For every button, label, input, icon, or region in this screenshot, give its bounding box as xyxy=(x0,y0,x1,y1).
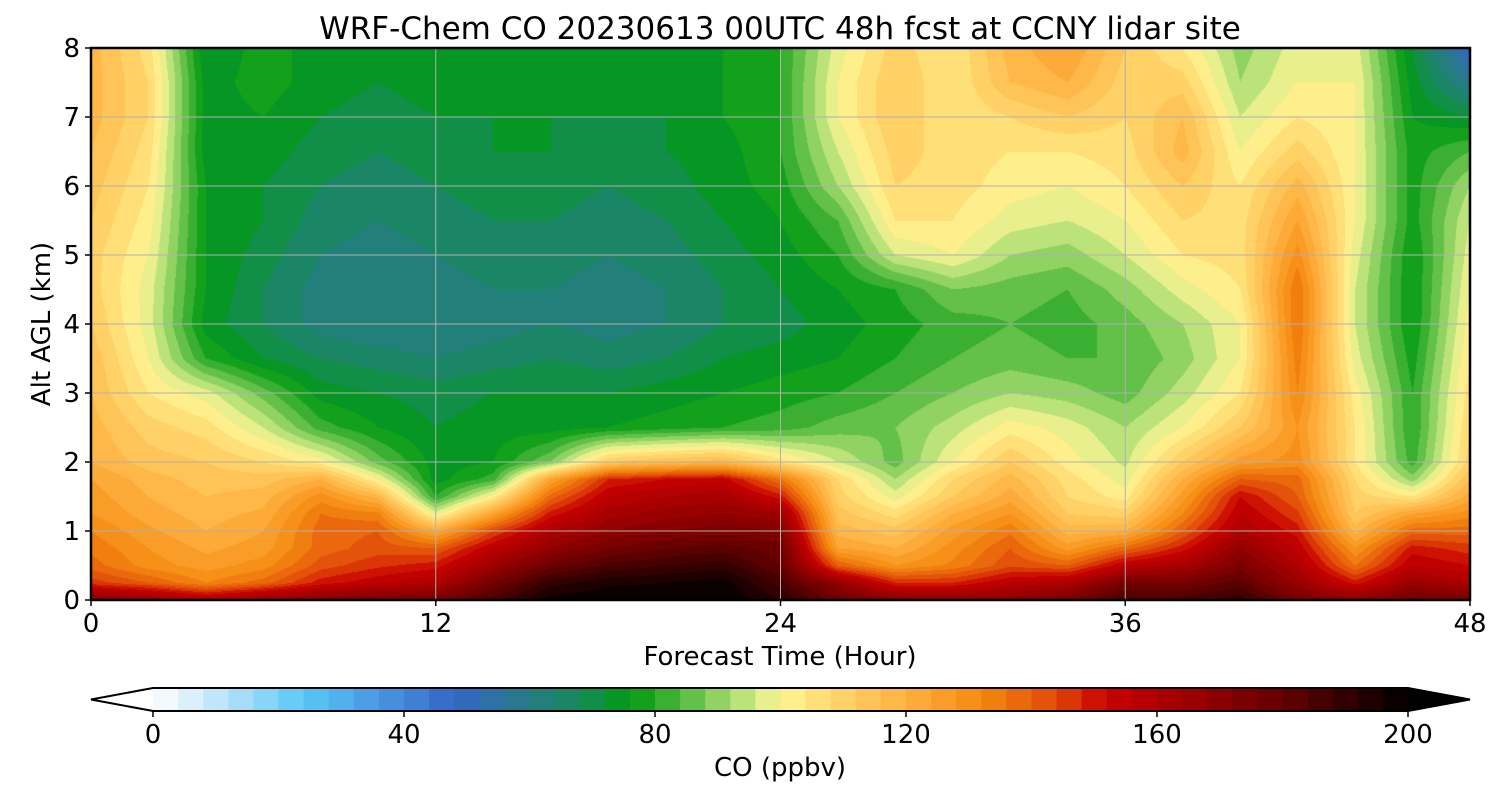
y-axis: 0 1 2 3 4 5 6 7 8 xyxy=(63,34,91,616)
colorbar-level xyxy=(1232,688,1258,711)
colorbar-level xyxy=(1031,688,1058,711)
colorbar-tick-label: 160 xyxy=(1132,720,1182,750)
colorbar-level xyxy=(1157,688,1183,711)
colorbar-level xyxy=(1307,688,1334,711)
y-tick-label: 5 xyxy=(63,241,80,271)
colorbar-level xyxy=(504,688,531,711)
colorbar-level xyxy=(655,688,681,711)
colorbar-level xyxy=(1282,688,1309,711)
colorbar-level xyxy=(981,688,1007,711)
colorbar-level xyxy=(755,688,782,711)
colorbar xyxy=(90,687,1471,712)
colorbar-level xyxy=(1382,688,1409,711)
y-tick-label: 2 xyxy=(63,448,80,478)
colorbar-level xyxy=(454,688,480,711)
colorbar-level xyxy=(178,688,204,711)
y-tick-label: 3 xyxy=(63,379,80,409)
colorbar-level xyxy=(680,688,706,711)
colorbar-level xyxy=(956,688,982,711)
colorbar-level xyxy=(153,688,179,711)
x-tick-label: 36 xyxy=(1109,609,1142,639)
colorbar-level xyxy=(253,688,280,711)
colorbar-level xyxy=(303,688,330,711)
colorbar-level xyxy=(1332,688,1359,711)
colorbar-level xyxy=(1257,688,1284,711)
colorbar-level xyxy=(554,688,581,711)
colorbar-tick-label: 80 xyxy=(638,720,671,750)
x-axis: 0 12 24 36 48 xyxy=(83,600,1487,639)
colorbar-level xyxy=(880,688,907,711)
colorbar-level xyxy=(906,688,932,711)
colorbar-level xyxy=(429,688,455,711)
colorbar-level xyxy=(378,688,405,711)
colorbar-level xyxy=(1006,688,1033,711)
y-tick-label: 4 xyxy=(63,310,80,340)
colorbar-tick-label: 40 xyxy=(387,720,420,750)
colorbar-level xyxy=(705,688,731,711)
colorbar-level xyxy=(203,688,229,711)
colorbar-level xyxy=(479,688,505,711)
colorbar-level xyxy=(278,688,305,711)
colorbar-level xyxy=(1056,688,1083,711)
colorbar-level xyxy=(579,688,606,711)
y-tick-label: 1 xyxy=(63,517,80,547)
colorbar-level xyxy=(830,688,857,711)
colorbar-level xyxy=(1357,688,1384,711)
x-tick-label: 24 xyxy=(764,609,797,639)
colorbar-tick-label: 0 xyxy=(145,720,162,750)
colorbar-level xyxy=(1106,688,1133,711)
x-tick-label: 48 xyxy=(1453,609,1486,639)
x-tick-label: 0 xyxy=(83,609,100,639)
colorbar-tick-label: 200 xyxy=(1383,720,1433,750)
colorbar-level xyxy=(328,688,355,711)
x-tick-label: 12 xyxy=(419,609,452,639)
colorbar-level xyxy=(1182,688,1208,711)
colorbar-extend-min xyxy=(91,688,153,711)
colorbar-level xyxy=(805,688,832,711)
colorbar-ticks: 0 40 80 120 160 200 xyxy=(145,711,1433,750)
colorbar-level xyxy=(730,688,756,711)
x-axis-label: Forecast Time (Hour) xyxy=(643,642,916,672)
colorbar-level xyxy=(855,688,882,711)
colorbar-level xyxy=(404,688,430,711)
chart-title: WRF-Chem CO 20230613 00UTC 48h fcst at C… xyxy=(319,11,1241,47)
colorbar-level xyxy=(1131,688,1158,711)
y-tick-label: 0 xyxy=(63,586,80,616)
colorbar-level xyxy=(780,688,807,711)
colorbar-level xyxy=(353,688,380,711)
colorbar-level xyxy=(931,688,957,711)
colorbar-level xyxy=(228,688,254,711)
colorbar-level xyxy=(529,688,556,711)
y-tick-label: 7 xyxy=(63,103,80,133)
y-tick-label: 6 xyxy=(63,172,80,202)
colorbar-level xyxy=(604,688,631,711)
colorbar-label: CO (ppbv) xyxy=(714,753,846,783)
colorbar-extend-max xyxy=(1408,688,1470,711)
colorbar-tick-label: 120 xyxy=(881,720,931,750)
y-axis-label: Alt AGL (km) xyxy=(27,242,57,406)
colorbar-level xyxy=(1207,688,1233,711)
y-tick-label: 8 xyxy=(63,34,80,64)
colorbar-level xyxy=(629,688,656,711)
colorbar-level xyxy=(1081,688,1108,711)
